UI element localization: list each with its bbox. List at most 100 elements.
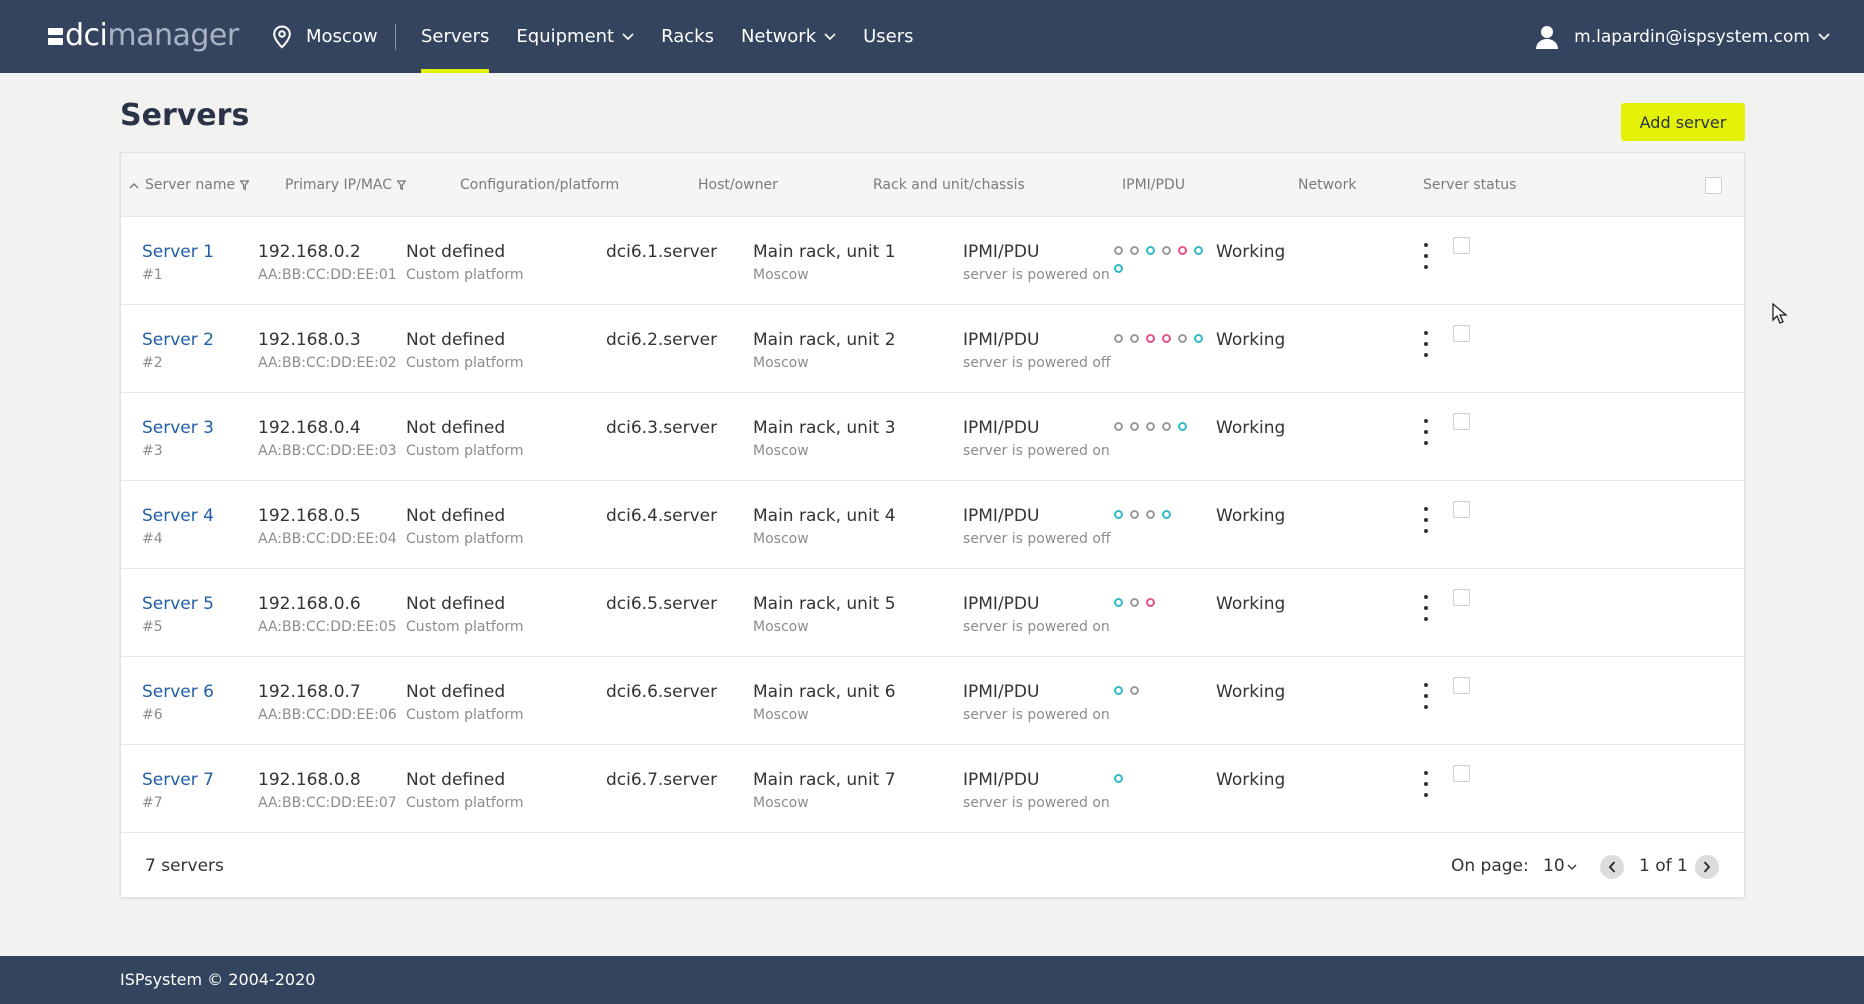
network-port-status-icon[interactable] xyxy=(1114,510,1123,519)
status-cell: Working xyxy=(1216,682,1285,702)
table-row[interactable]: Server 3 #3 192.168.0.4 AA:BB:CC:DD:EE:03 No… xyxy=(121,393,1744,481)
row-select-checkbox[interactable] xyxy=(1453,589,1470,606)
network-port-status-icon[interactable] xyxy=(1146,246,1155,255)
row-actions-menu-icon[interactable] xyxy=(1421,331,1431,357)
network-port-status-icon[interactable] xyxy=(1130,422,1139,431)
sort-ascending-icon[interactable] xyxy=(129,182,139,189)
network-port-status-icon[interactable] xyxy=(1114,598,1123,607)
network-ports xyxy=(1114,334,1214,352)
server-name-link[interactable]: Server 6 xyxy=(142,682,214,702)
network-port-status-icon[interactable] xyxy=(1178,334,1187,343)
nav-servers[interactable]: Servers xyxy=(421,0,490,73)
network-port-status-icon[interactable] xyxy=(1130,598,1139,607)
column-server-name[interactable]: Server name xyxy=(129,153,250,217)
user-menu[interactable]: m.lapardin@ispsystem.com xyxy=(1536,0,1830,73)
network-port-status-icon[interactable] xyxy=(1114,246,1123,255)
network-port-status-icon[interactable] xyxy=(1114,334,1123,343)
table-row[interactable]: Server 4 #4 192.168.0.5 AA:BB:CC:DD:EE:04 No… xyxy=(121,481,1744,569)
network-port-status-icon[interactable] xyxy=(1146,422,1155,431)
row-select-checkbox[interactable] xyxy=(1453,325,1470,342)
network-ports xyxy=(1114,686,1214,704)
next-page-button[interactable] xyxy=(1695,855,1719,879)
row-select-checkbox[interactable] xyxy=(1453,765,1470,782)
rack-cell: Main rack, unit 3 Moscow xyxy=(753,418,896,459)
table-row[interactable]: Server 2 #2 192.168.0.3 AA:BB:CC:DD:EE:02 No… xyxy=(121,305,1744,393)
network-port-status-icon[interactable] xyxy=(1194,334,1203,343)
prev-page-button[interactable] xyxy=(1600,855,1624,879)
location-selector[interactable]: Moscow xyxy=(272,0,378,73)
power-state: server is powered off xyxy=(963,355,1111,371)
dcimanager-logo[interactable]: dcimanager xyxy=(48,16,239,56)
row-select-checkbox[interactable] xyxy=(1453,413,1470,430)
filter-icon[interactable] xyxy=(397,180,407,190)
row-actions-menu-icon[interactable] xyxy=(1421,243,1431,269)
network-port-status-icon[interactable] xyxy=(1130,334,1139,343)
host-value: dci6.6.server xyxy=(606,682,718,702)
network-port-status-icon[interactable] xyxy=(1130,686,1139,695)
rack-cell: Main rack, unit 6 Moscow xyxy=(753,682,896,723)
table-row[interactable]: Server 1 #1 192.168.0.2 AA:BB:CC:DD:EE:01 No… xyxy=(121,217,1744,305)
network-port-status-icon[interactable] xyxy=(1146,334,1155,343)
row-actions-menu-icon[interactable] xyxy=(1421,683,1431,709)
rack-location: Moscow xyxy=(753,355,809,371)
column-primary-ip[interactable]: Primary IP/MAC xyxy=(285,153,407,217)
network-port-status-icon[interactable] xyxy=(1194,246,1203,255)
server-id: #7 xyxy=(142,795,163,811)
nav-equipment[interactable]: Equipment xyxy=(516,0,634,73)
server-count: 7 servers xyxy=(145,856,224,876)
network-port-status-icon[interactable] xyxy=(1178,422,1187,431)
server-name-link[interactable]: Server 3 xyxy=(142,418,214,438)
network-port-status-icon[interactable] xyxy=(1114,422,1123,431)
network-port-status-icon[interactable] xyxy=(1162,246,1171,255)
host-value: dci6.4.server xyxy=(606,506,718,526)
column-configuration[interactable]: Configuration/platform xyxy=(460,153,619,217)
row-actions-menu-icon[interactable] xyxy=(1421,419,1431,445)
server-name-link[interactable]: Server 5 xyxy=(142,594,214,614)
server-name-link[interactable]: Server 4 xyxy=(142,506,214,526)
network-port-status-icon[interactable] xyxy=(1114,774,1123,783)
filter-icon[interactable] xyxy=(240,180,250,190)
nav-racks[interactable]: Racks xyxy=(661,0,714,73)
network-port-status-icon[interactable] xyxy=(1146,598,1155,607)
configuration-cell: Not defined Custom platform xyxy=(406,418,524,459)
map-pin-icon xyxy=(273,24,291,49)
page-size-select[interactable]: 10 xyxy=(1543,856,1577,876)
main-nav: Servers Equipment Racks Network Users xyxy=(421,0,941,73)
host-cell: dci6.3.server xyxy=(606,418,717,438)
nav-network[interactable]: Network xyxy=(741,0,836,73)
server-name-link[interactable]: Server 2 xyxy=(142,330,214,350)
column-server-status[interactable]: Server status xyxy=(1423,153,1516,217)
network-port-status-icon[interactable] xyxy=(1162,334,1171,343)
nav-users[interactable]: Users xyxy=(863,0,913,73)
network-port-status-icon[interactable] xyxy=(1130,246,1139,255)
table-row[interactable]: Server 6 #6 192.168.0.7 AA:BB:CC:DD:EE:06 No… xyxy=(121,657,1744,745)
row-select-checkbox[interactable] xyxy=(1453,677,1470,694)
column-network[interactable]: Network xyxy=(1298,153,1356,217)
column-host-owner[interactable]: Host/owner xyxy=(698,153,778,217)
primary-ip-cell: 192.168.0.4 AA:BB:CC:DD:EE:03 xyxy=(258,418,397,459)
column-rack[interactable]: Rack and unit/chassis xyxy=(873,153,1025,217)
row-select-checkbox[interactable] xyxy=(1453,237,1470,254)
network-port-status-icon[interactable] xyxy=(1178,246,1187,255)
row-actions-menu-icon[interactable] xyxy=(1421,507,1431,533)
network-port-status-icon[interactable] xyxy=(1162,510,1171,519)
table-row[interactable]: Server 7 #7 192.168.0.8 AA:BB:CC:DD:EE:07 No… xyxy=(121,745,1744,833)
header-divider xyxy=(395,24,396,50)
platform-value: Custom platform xyxy=(406,707,524,723)
table-row[interactable]: Server 5 #5 192.168.0.6 AA:BB:CC:DD:EE:05 No… xyxy=(121,569,1744,657)
network-port-status-icon[interactable] xyxy=(1114,264,1123,273)
server-name-link[interactable]: Server 7 xyxy=(142,770,214,790)
row-actions-menu-icon[interactable] xyxy=(1421,595,1431,621)
add-server-button[interactable]: Add server xyxy=(1621,103,1745,141)
server-name-link[interactable]: Server 1 xyxy=(142,242,214,262)
column-host-owner-label: Host/owner xyxy=(698,177,778,193)
column-ipmi[interactable]: IPMI/PDU xyxy=(1122,153,1185,217)
configuration-value: Not defined xyxy=(406,682,506,702)
network-port-status-icon[interactable] xyxy=(1114,686,1123,695)
network-port-status-icon[interactable] xyxy=(1130,510,1139,519)
network-port-status-icon[interactable] xyxy=(1146,510,1155,519)
row-select-checkbox[interactable] xyxy=(1453,501,1470,518)
select-all-checkbox[interactable] xyxy=(1705,177,1722,194)
row-actions-menu-icon[interactable] xyxy=(1421,771,1431,797)
network-port-status-icon[interactable] xyxy=(1162,422,1171,431)
